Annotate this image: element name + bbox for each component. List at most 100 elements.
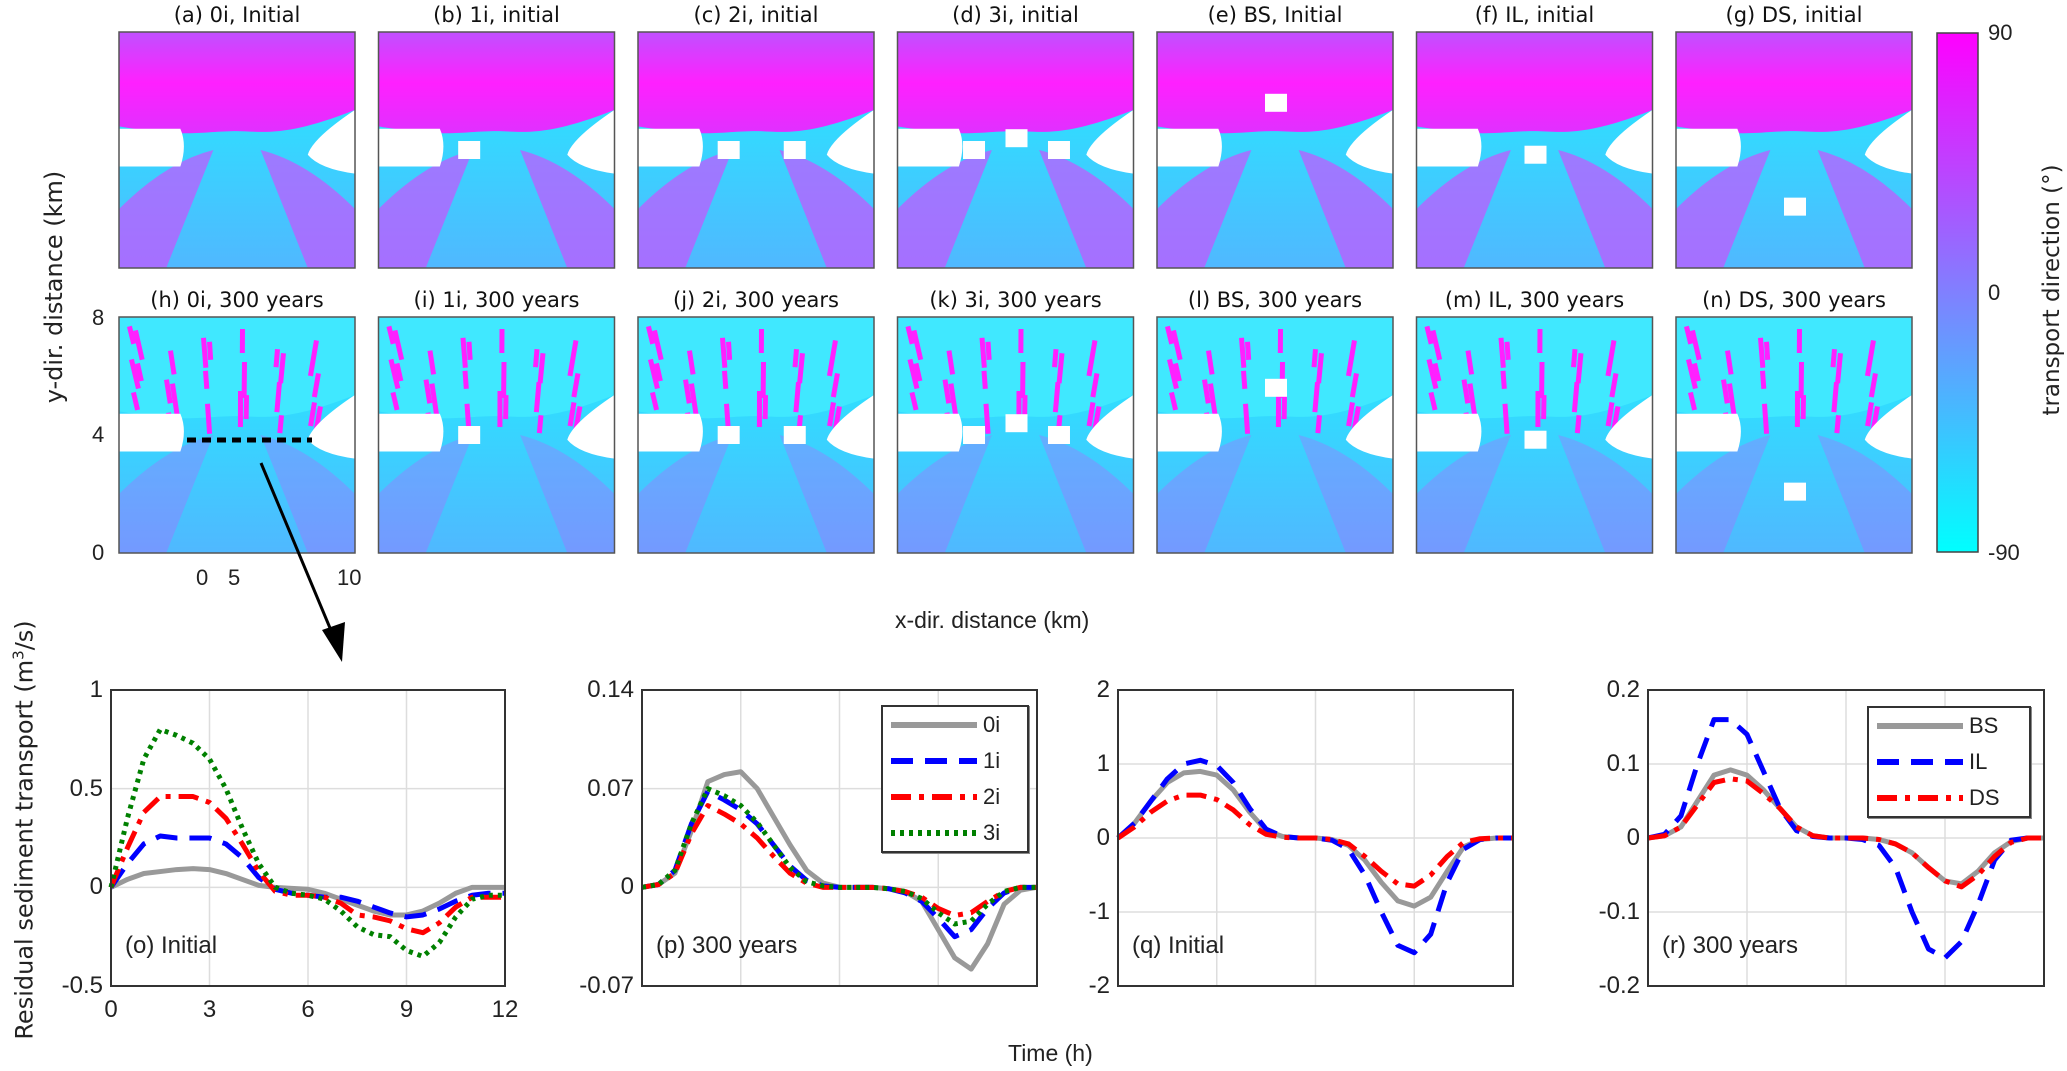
map-magenta-streak — [1727, 383, 1738, 420]
map-title: (n) DS, 300 years — [1702, 288, 1886, 312]
headland-left — [1157, 413, 1222, 452]
map-magenta-streak — [1504, 341, 1511, 360]
map-offshore-region — [119, 317, 355, 419]
legend-swatch — [1877, 723, 1963, 729]
map-magenta-streak — [720, 337, 728, 368]
plot-frame — [641, 689, 1038, 987]
map-offshore-region — [1157, 32, 1393, 134]
map-magenta-streak — [427, 350, 437, 375]
map-panel-BS-300 — [1156, 316, 1394, 554]
map-magenta-streak — [390, 391, 400, 411]
y-tick-label: -0.5 — [61, 972, 103, 999]
panel-label: (p) 300 years — [656, 932, 798, 959]
y-tick-label: -1 — [1088, 898, 1110, 925]
map-flow-region — [1298, 150, 1393, 268]
map-title: (d) 3i, initial — [952, 3, 1079, 27]
map-magenta-streak — [1432, 362, 1442, 382]
headland-right — [1345, 109, 1393, 174]
map-magenta-streak — [277, 415, 284, 434]
headland-left — [1676, 128, 1741, 167]
map-magenta-streak — [1575, 353, 1584, 384]
y-tick-label: -0.1 — [1598, 898, 1640, 925]
map-magenta-streak — [942, 379, 952, 404]
map-magenta-streak — [648, 358, 660, 390]
map-x-tick-10: 10 — [337, 565, 362, 590]
map-magenta-streak — [646, 325, 656, 345]
map-title: (h) 0i, 300 years — [150, 288, 324, 312]
legend-entry: 1i — [883, 743, 1027, 779]
map-x-tick-0: 0 — [196, 565, 209, 590]
map-offshore-region — [897, 32, 1134, 134]
map-magenta-streak — [537, 353, 546, 384]
map-magenta-streak — [948, 383, 959, 420]
map-panel-2i-initial — [637, 31, 875, 269]
map-magenta-streak — [1171, 329, 1183, 361]
legend-swatch — [891, 722, 977, 728]
legend-entry: 0i — [883, 707, 1027, 743]
map-magenta-streak — [241, 361, 247, 399]
map-flow-region — [1039, 435, 1134, 553]
legend-label: 3i — [983, 820, 1001, 845]
headland-right — [567, 394, 615, 459]
map-magenta-streak — [911, 329, 924, 361]
map-magenta-streak — [201, 337, 209, 368]
structure-island — [1524, 430, 1547, 449]
map-frame — [118, 31, 356, 269]
map-title: (k) 3i, 300 years — [929, 288, 1102, 312]
map-flow-region — [1039, 150, 1134, 268]
map-frame — [1156, 316, 1394, 554]
y-tick-label: 1 — [89, 676, 103, 703]
plot-frame — [110, 689, 506, 987]
structure-island — [1784, 197, 1806, 216]
map-magenta-streak — [1690, 329, 1702, 361]
map-title: (a) 0i, Initial — [173, 3, 301, 27]
colorbar-tick-min: -90 — [1988, 540, 2020, 565]
map-magenta-streak — [1834, 415, 1841, 434]
legend-r: BS IL DS — [1867, 706, 2031, 818]
map-magenta-streak — [1206, 350, 1215, 375]
map-flow-region — [638, 435, 733, 553]
map-magenta-streak — [132, 329, 145, 361]
structure-island — [717, 426, 740, 444]
map-flow-region — [1416, 435, 1511, 553]
map-flow-region — [1817, 150, 1912, 268]
legend-label: 1i — [983, 748, 1001, 773]
map-y-tick-8: 8 — [92, 305, 105, 330]
y-tick-label: -0.07 — [579, 972, 634, 999]
map-flow-region — [520, 150, 615, 268]
map-magenta-streak — [1167, 358, 1179, 390]
legend-swatch — [891, 830, 977, 836]
map-frame — [1675, 31, 1913, 269]
ylabel-superscript: 3 — [9, 650, 28, 660]
map-magenta-streak — [1502, 403, 1510, 434]
legend-swatch — [891, 758, 977, 764]
map-magenta-streak — [394, 362, 404, 382]
x-tick-label: 3 — [202, 996, 217, 1023]
map-magenta-streak — [1800, 395, 1806, 420]
map-title: (m) IL, 300 years — [1444, 288, 1625, 312]
map-magenta-streak — [243, 395, 249, 420]
map-magenta-streak — [1831, 382, 1839, 413]
map-flow-region — [1416, 150, 1511, 268]
map-magenta-streak — [1281, 395, 1287, 420]
map-magenta-streak — [164, 379, 173, 404]
y-tick-label: 0.14 — [587, 676, 634, 703]
series-line-3i — [641, 786, 1037, 927]
map-magenta-streak — [499, 329, 505, 354]
map-title: (i) 1i, 300 years — [413, 288, 580, 312]
map-offshore-region — [1157, 317, 1393, 419]
map-magenta-streak — [307, 340, 319, 377]
structure-island — [963, 426, 986, 444]
map-frame — [1415, 31, 1654, 269]
headland-left — [378, 128, 444, 167]
map-flow-region — [1558, 150, 1653, 268]
map-magenta-streak — [1424, 325, 1434, 345]
plot-frame — [1647, 689, 2045, 987]
map-title: (c) 2i, initial — [693, 3, 819, 27]
map-frame — [637, 31, 875, 269]
series-line-2i — [108, 794, 505, 936]
map-panel-DS-300 — [1675, 316, 1913, 554]
map-magenta-streak — [135, 362, 144, 382]
map-frame — [118, 316, 356, 554]
map-frame — [896, 316, 1135, 554]
